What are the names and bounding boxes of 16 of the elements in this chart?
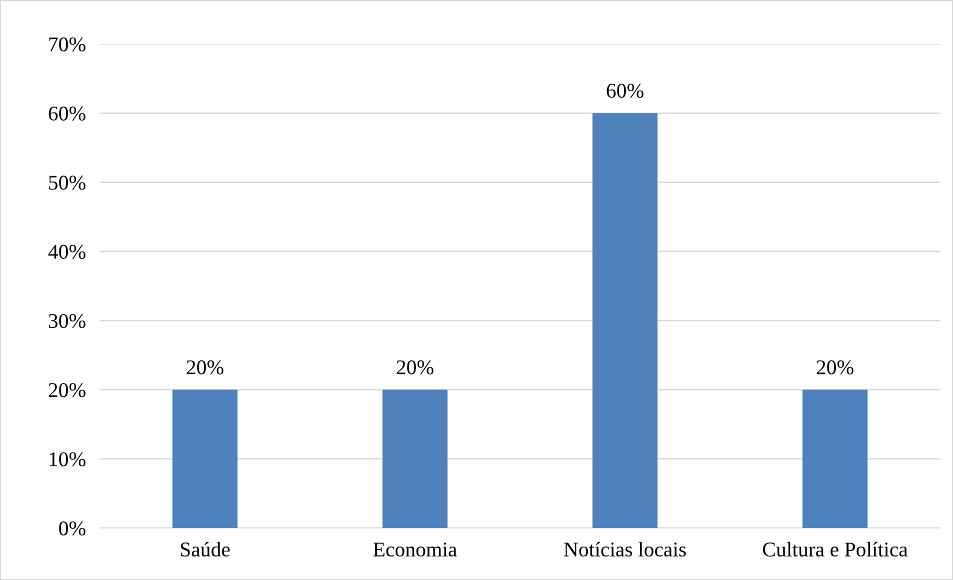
y-tick-label: 40% bbox=[48, 244, 86, 259]
x-tick-label: Economia bbox=[373, 542, 457, 557]
data-label: 20% bbox=[186, 360, 224, 374]
y-tick-label: 70% bbox=[49, 37, 86, 52]
y-tick-label: 20% bbox=[48, 383, 86, 398]
y-tick-label: 0% bbox=[59, 521, 86, 536]
y-tick-label: 60% bbox=[48, 106, 86, 121]
x-tick-label: Cultura e Política bbox=[762, 542, 908, 557]
x-tick-label: Notícias locais bbox=[564, 542, 686, 557]
data-label: 20% bbox=[816, 360, 854, 374]
y-tick-label: 50% bbox=[49, 176, 86, 190]
y-tick-label: 10% bbox=[50, 452, 86, 466]
data-label: 60% bbox=[606, 84, 644, 98]
x-tick-label: Saúde bbox=[180, 542, 230, 557]
data-label: 20% bbox=[396, 360, 434, 374]
y-tick-label: 30% bbox=[48, 314, 86, 328]
